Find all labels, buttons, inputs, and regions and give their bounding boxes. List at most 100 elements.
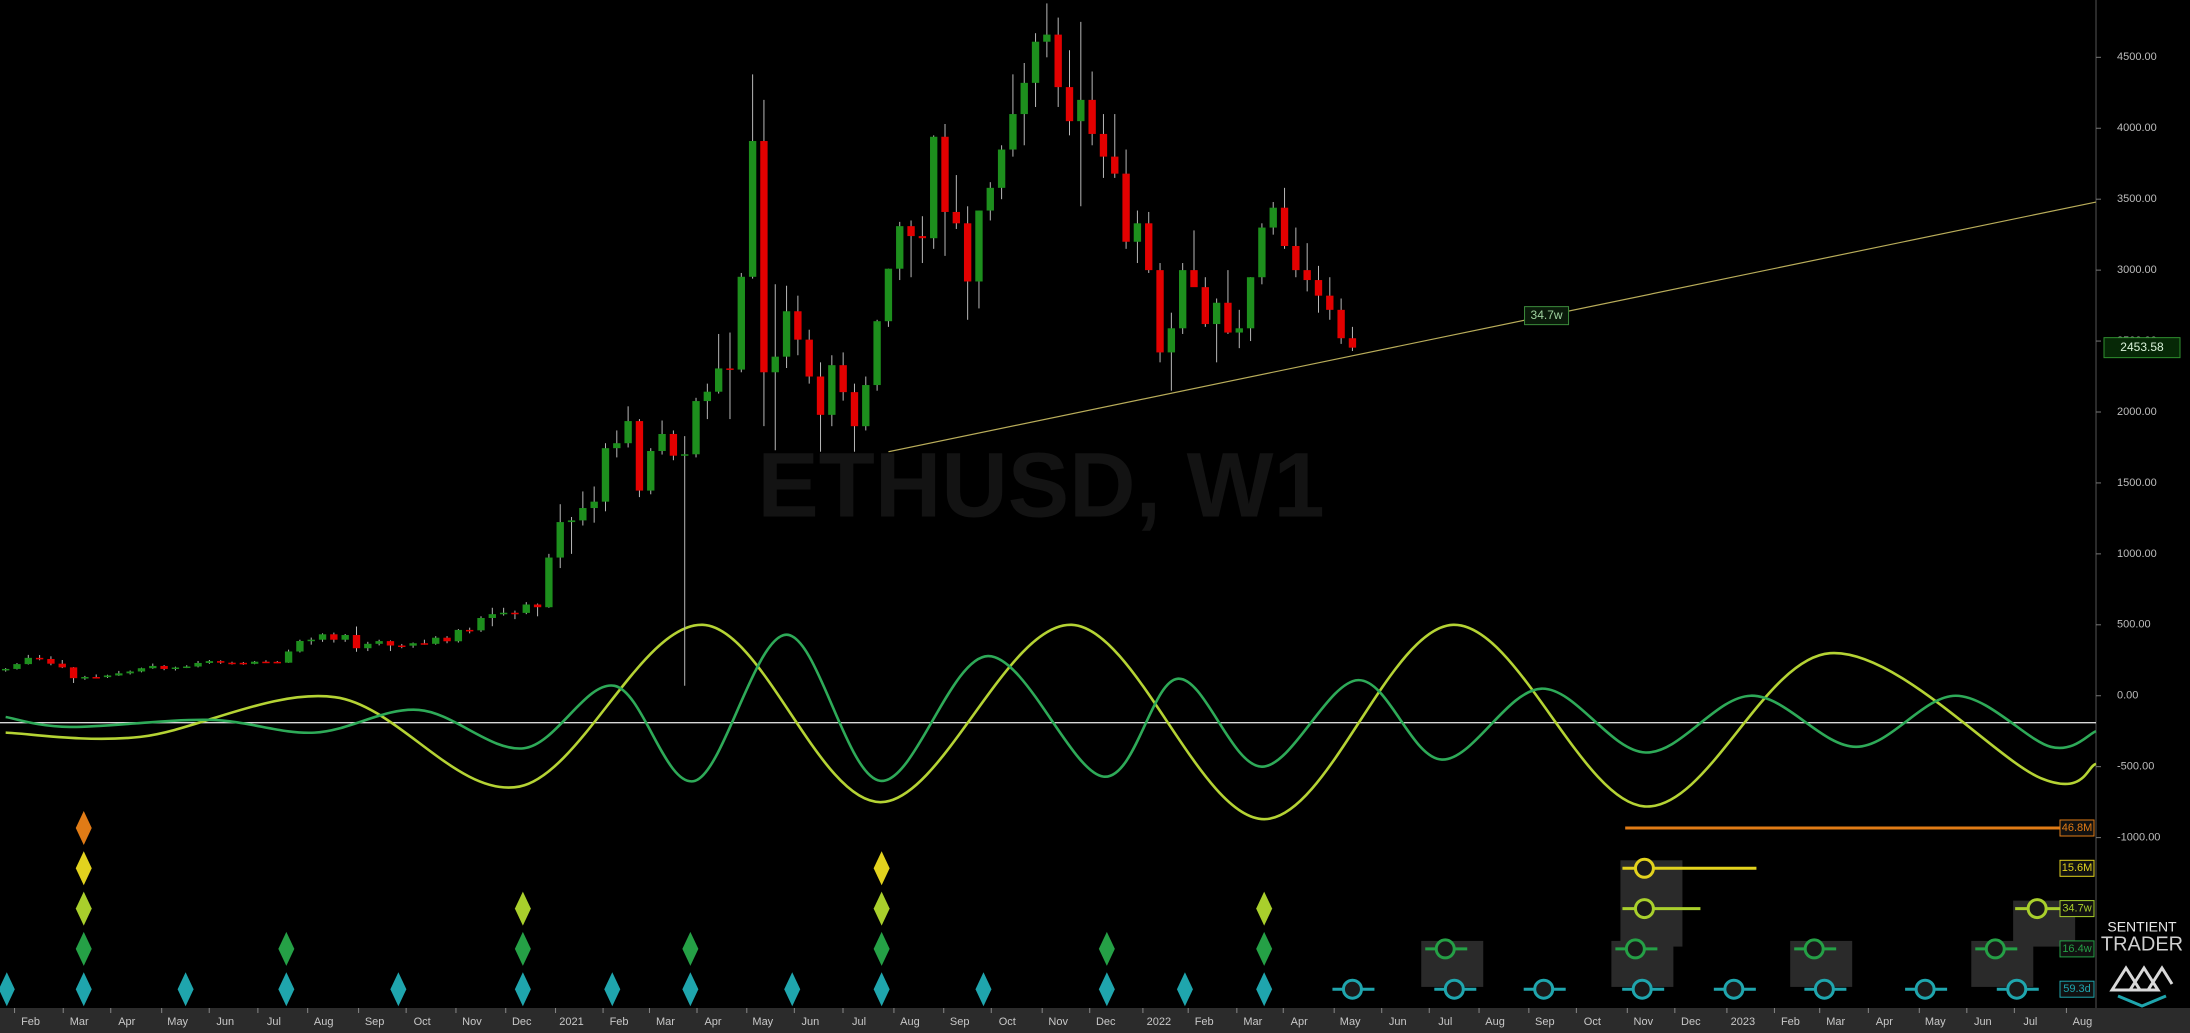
candle-body	[35, 657, 44, 660]
cycle-diamond	[873, 891, 890, 926]
cycle-diamond	[784, 972, 801, 1007]
projection-circle	[1914, 978, 1936, 1000]
x-tick-label: May	[1925, 1016, 1946, 1028]
candle-body	[24, 657, 32, 665]
candle-body	[884, 268, 893, 322]
candle-body	[771, 356, 779, 373]
x-tick-label: May	[752, 1016, 773, 1028]
candle-body	[386, 641, 395, 646]
candle-body	[907, 226, 915, 237]
cycle-diamond	[0, 972, 15, 1007]
y-tick-label: 1500.00	[2117, 477, 2157, 489]
candle-body	[318, 634, 327, 640]
candle-body	[1179, 270, 1187, 329]
candle-body	[782, 311, 791, 357]
candle-body	[409, 643, 417, 646]
candle-body	[465, 629, 474, 632]
cycle-diamond	[514, 931, 531, 966]
x-tick-label: Apr	[1876, 1016, 1893, 1028]
candle-body	[601, 448, 610, 502]
candle-body	[398, 645, 406, 648]
candle-body	[420, 643, 429, 645]
x-tick-label: Jul	[267, 1016, 281, 1028]
candle-body	[499, 612, 508, 615]
cycle-label: 46.8M	[2062, 822, 2093, 834]
x-tick-label: Jun	[216, 1016, 234, 1028]
candle-body	[126, 671, 134, 674]
candle-body	[760, 141, 768, 373]
cycle-diamond	[873, 972, 890, 1007]
candle-body	[748, 141, 757, 277]
candle-body	[1303, 270, 1311, 281]
candle-body	[273, 661, 281, 664]
candle-body	[805, 339, 813, 377]
candle-body	[1111, 156, 1119, 174]
candle-body	[81, 677, 89, 679]
candle-body	[579, 508, 587, 521]
candle-body	[205, 661, 214, 663]
cycle-label-box	[2059, 980, 2095, 998]
candle-body	[92, 677, 100, 679]
x-tick-label: Dec	[1096, 1016, 1116, 1028]
candle-body	[522, 604, 530, 613]
candle-body	[171, 667, 180, 670]
brand-line: TRADER	[2101, 933, 2183, 955]
projection-circle	[2006, 978, 2028, 1000]
candle-body	[703, 391, 712, 402]
x-tick-label: Aug	[1485, 1016, 1505, 1028]
candle-body	[1292, 246, 1300, 271]
x-tick-label: Sep	[950, 1016, 970, 1028]
cycle-wave	[5, 623, 2097, 821]
cycle-label: 15.6M	[2062, 862, 2093, 874]
x-tick-label: Nov	[1048, 1016, 1068, 1028]
candle-body	[941, 136, 949, 212]
cycle-diamond	[604, 972, 621, 1007]
candle-body	[794, 311, 802, 340]
y-tick-label: 4500.00	[2117, 51, 2157, 63]
y-tick-label: 4000.00	[2117, 122, 2157, 134]
candle-body	[47, 658, 55, 664]
candle-body	[477, 617, 485, 631]
y-tick-label: 500.00	[2117, 619, 2151, 631]
candle-body	[963, 223, 972, 282]
candle-body	[737, 276, 745, 370]
y-tick-label: 1000.00	[2117, 548, 2157, 560]
candle-body	[488, 614, 496, 618]
candle-body	[952, 211, 961, 224]
trendline-label-box	[1524, 306, 1570, 326]
cycle-diamond	[1098, 931, 1115, 966]
projection-circle	[2026, 898, 2048, 920]
cycle-diamond	[514, 972, 531, 1007]
candle-body	[850, 392, 859, 427]
cycle-label-box	[2059, 819, 2095, 837]
candle-body	[250, 661, 259, 664]
y-tick-label: 2000.00	[2117, 406, 2157, 418]
cycle-diamond	[278, 931, 295, 966]
candle-body	[918, 236, 927, 239]
candle-body	[1167, 328, 1176, 353]
projection-circle	[1631, 978, 1653, 1000]
projection-circle	[1341, 978, 1363, 1000]
candle-body	[115, 673, 123, 676]
candle-body	[103, 675, 112, 678]
candle-body	[1054, 34, 1062, 88]
candle-body	[873, 321, 881, 386]
candle-body	[284, 651, 293, 663]
candle-body	[352, 635, 361, 649]
trendline	[888, 201, 2097, 453]
x-tick-label: Feb	[1781, 1016, 1800, 1028]
cycle-diamond	[873, 851, 890, 886]
brand-icon	[2109, 965, 2174, 992]
candle-body	[1099, 133, 1108, 157]
watermark: ETHUSD, W1	[757, 434, 1324, 536]
candle-body	[635, 421, 644, 491]
candle-body	[58, 663, 66, 668]
candle-body	[896, 226, 904, 269]
x-tick-label: Mar	[70, 1016, 89, 1028]
x-tick-label: Sep	[1535, 1016, 1555, 1028]
cycle-label-box	[2059, 940, 2095, 958]
cycle-label-box	[2059, 900, 2095, 918]
candle-body	[217, 661, 225, 663]
